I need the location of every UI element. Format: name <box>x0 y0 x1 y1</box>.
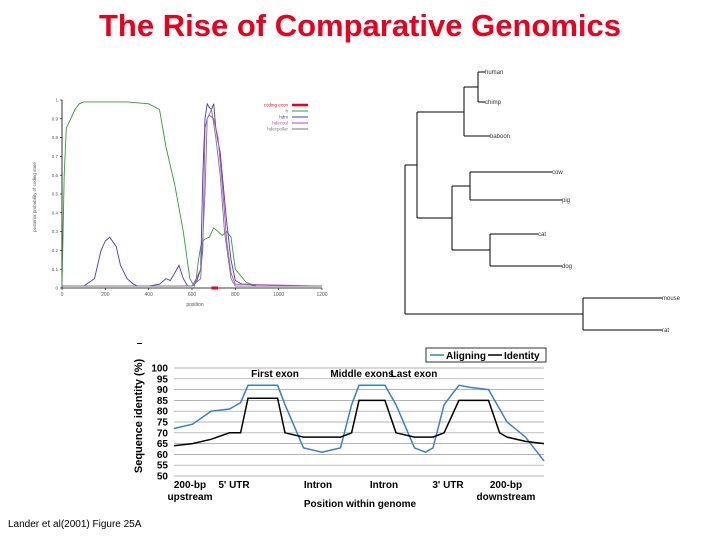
plot3-legend: Aligning Identity <box>425 347 547 363</box>
sequence-identity-plot: Sequence identity (%) 505560657075808590… <box>133 347 547 510</box>
plot1-legend-label: h <box>285 109 288 114</box>
plot3-segment-bottom-label: upstream <box>167 492 212 503</box>
plot1-y-tick-label: 0.1 <box>52 267 59 272</box>
tree-leaf-label: baboon <box>490 134 510 140</box>
plot3-segment-bottom-label: 200-bp <box>174 480 206 491</box>
tree-leaf-label: dog <box>562 264 572 270</box>
plot1-axes: 0 200 400 600 800 1000 1200 0 0.1 0.2 0.3 0.4 0.5 0.6… <box>52 98 328 298</box>
plot3-y-tick-label: 55 <box>157 461 169 472</box>
plot3-segment-bottom-label: Intron <box>304 480 332 491</box>
tree-leaf-label: cat <box>538 232 546 238</box>
tree-branches <box>404 71 662 331</box>
plot3-segment-top-label: Middle exons <box>330 369 394 380</box>
plot1-series <box>61 101 323 290</box>
tree-leaf-label: mouse <box>662 296 681 302</box>
plot1-x-tick-label: 0 <box>61 292 64 298</box>
plot1-y-axis-label: posterior probability of coding state <box>32 162 37 232</box>
plot1-y-tick-label: 0.2 <box>52 248 59 253</box>
plot1-x-tick-label: 200 <box>101 292 110 298</box>
plot1-y-tick-label: 0.7 <box>52 154 59 159</box>
plot1-y-tick-label: 0.4 <box>52 210 59 215</box>
plot3-segment-bottom-label: downstream <box>477 492 536 503</box>
plot1-y-tick-label: 0.3 <box>52 229 59 234</box>
posterior-probability-plot: 0 200 400 600 800 1000 1200 0 0.1 0.2 0.3 0.4 0.5 0.6… <box>32 98 328 308</box>
plot3-y-tick-label: 100 <box>151 364 168 375</box>
plot1-y-tick-label: 0.6 <box>52 173 59 178</box>
plot1-y-tick-label: 1 <box>55 98 58 103</box>
plot3-series-line <box>173 384 545 462</box>
plot3-segment-bottom-label: 5' UTR <box>218 480 250 491</box>
plot1-y-tick-label: 0 <box>55 286 58 291</box>
plot3-y-tick-label: 95 <box>157 374 169 385</box>
plot1-series-line <box>62 107 322 287</box>
tree-leaf-labels: human chimp baboon cow pig cat dog mouse… <box>485 70 681 334</box>
plot3-y-tick-label: 60 <box>157 450 169 461</box>
plot3-y-axis-label: Sequence identity (%) <box>133 359 145 474</box>
plot1-y-tick-label: 0.9 <box>52 116 59 121</box>
plot3-x-axis-label: Position within genome <box>304 499 417 510</box>
plot3-segment-bottom-label: 200-bp <box>490 480 522 491</box>
slide-title: The Rise of Comparative Genomics <box>99 8 621 43</box>
plot3-segment-bottom-label: Intron <box>370 480 398 491</box>
tree-leaf-label: chimp <box>485 100 502 106</box>
plot3-y-tick-label: 65 <box>157 439 169 450</box>
plot1-x-axis-label: position <box>186 302 203 308</box>
plot1-legend-label: hdecoul <box>272 121 288 126</box>
plot3-segment-top-label: Last exon <box>391 369 438 380</box>
plot1-y-tick-label: 0.5 <box>52 192 59 197</box>
plot1-x-tick-label: 600 <box>188 292 197 298</box>
tree-leaf-label: rat <box>662 328 669 334</box>
plot3-legend-box <box>425 347 547 363</box>
plot3-y-tick-label: 80 <box>157 407 169 418</box>
plot1-legend-label: hdecpollar <box>267 127 288 132</box>
plot3-y-tick-label: 85 <box>157 396 169 407</box>
tree-leaf-label: human <box>485 70 503 76</box>
plot3-segment-top-label: First exon <box>251 369 299 380</box>
plot1-x-tick-label: 800 <box>231 292 240 298</box>
tree-leaf-label: cow <box>552 170 563 176</box>
phylogenetic-tree: human chimp baboon cow pig cat dog mouse… <box>404 70 681 334</box>
plot3-segment-bottom-label: 3' UTR <box>432 480 464 491</box>
plot1-x-tick-label: 400 <box>144 292 153 298</box>
plot1-series-line <box>62 114 323 287</box>
plot3-legend-label: Identity <box>504 351 540 362</box>
plot1-legend-label: hdm <box>279 115 288 120</box>
plot3-series-line <box>173 397 545 447</box>
plot3-y-tick-label: 70 <box>157 428 169 439</box>
plot3-y-tick-label: 90 <box>157 385 169 396</box>
plot1-x-tick-label: 1000 <box>273 292 284 298</box>
plot3-grid <box>174 367 544 477</box>
plot1-y-tick-label: 0.8 <box>52 135 59 140</box>
figure-caption: Lander et al(2001) Figure 25A <box>8 519 142 530</box>
plot1-x-tick-label: 1200 <box>316 292 327 298</box>
plot3-y-tick-label: 50 <box>157 472 169 483</box>
plot3-y-tick-label: 75 <box>157 418 169 429</box>
divider-mark <box>137 343 142 344</box>
plot3-series <box>173 384 545 462</box>
plot3-legend-label: Aligning <box>446 351 486 362</box>
tree-leaf-label: pig <box>562 198 570 204</box>
plot1-legend-label: coding exon <box>264 103 289 108</box>
